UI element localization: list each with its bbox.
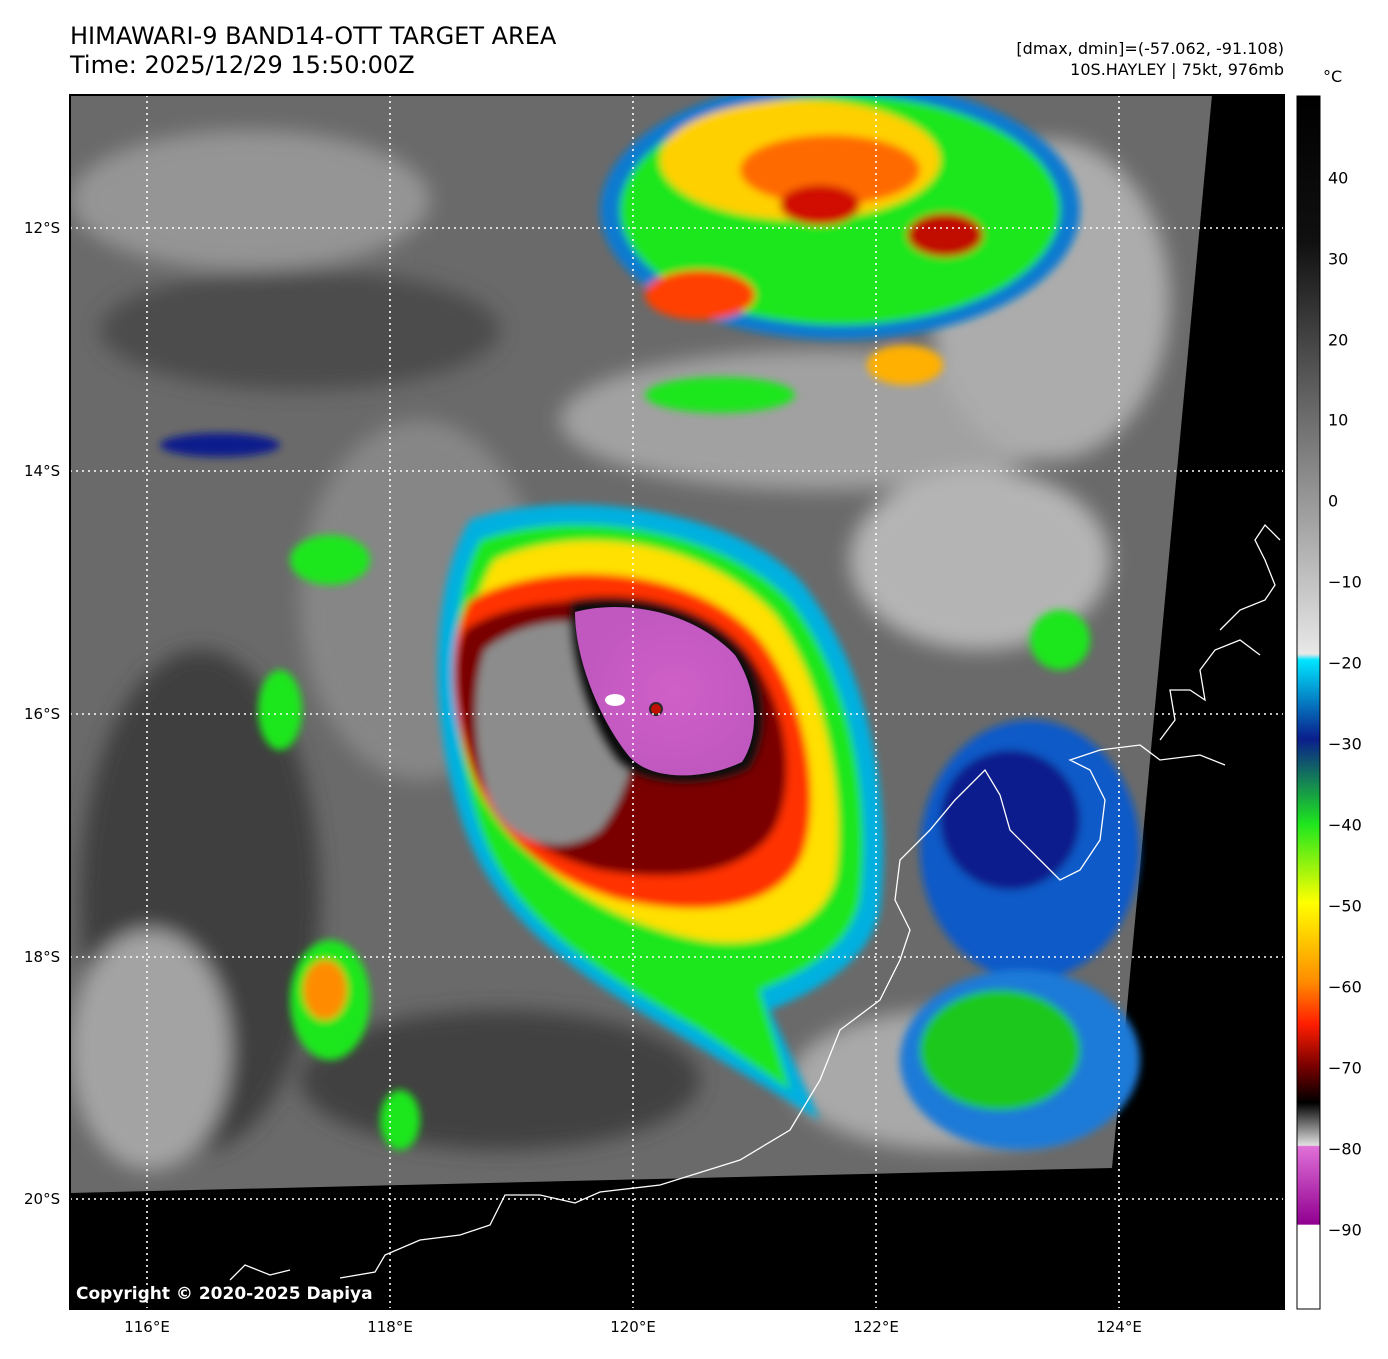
colorbar-tick: −20 [1328, 653, 1362, 673]
lat-tick-14s: 14°S [24, 462, 61, 480]
cyclone-eye [649, 702, 663, 716]
colorbar-tick: −40 [1328, 815, 1362, 835]
lat-tick-16s: 16°S [24, 705, 61, 723]
colorbar-tick: −30 [1328, 734, 1362, 754]
colorbar-tick: 30 [1328, 249, 1349, 269]
colorbar-gradient [1296, 95, 1321, 1310]
storm-label: 10S.HAYLEY | 75kt, 976mb [1070, 60, 1284, 79]
title-product: HIMAWARI-9 BAND14-OTT TARGET AREA [70, 22, 557, 50]
eyewall-coldest-tops [575, 607, 755, 776]
lon-tick-122: 122°E [853, 1318, 899, 1336]
colorbar-tick: 0 [1328, 491, 1339, 511]
lon-tick-118: 118°E [367, 1318, 413, 1336]
copyright-label: Copyright © 2020-2025 Dapiya [76, 1284, 373, 1304]
lat-tick-20s: 20°S [24, 1190, 61, 1208]
colorbar [1296, 95, 1321, 1310]
colorbar-unit: °C [1323, 67, 1343, 86]
chart-title: HIMAWARI-9 BAND14-OTT TARGET AREA Time: … [70, 22, 556, 80]
western-rainbands [160, 433, 420, 1150]
northern-convection [600, 95, 1080, 413]
lon-tick-116: 116°E [124, 1318, 170, 1336]
storm-info-block: [dmax, dmin]=(-57.062, -91.108) 10S.HAYL… [1016, 38, 1284, 80]
gridlines [70, 95, 1284, 1309]
lat-tick-18s: 18°S [24, 948, 61, 966]
colorbar-tick: −70 [1328, 1058, 1362, 1078]
lon-tick-120: 120°E [610, 1318, 656, 1336]
colorbar-tick: −80 [1328, 1139, 1362, 1159]
cold-spot [605, 694, 625, 706]
colorbar-tick: −50 [1328, 896, 1362, 916]
lat-tick-12s: 12°S [24, 219, 61, 237]
lon-tick-124: 124°E [1096, 1318, 1142, 1336]
colorbar-tick: −90 [1328, 1220, 1362, 1240]
colorbar-tick: 40 [1328, 168, 1349, 188]
dmax-dmin-label: [dmax, dmin]=(-57.062, -91.108) [1016, 39, 1284, 58]
colorbar-tick: 20 [1328, 330, 1349, 350]
colorbar-tick: 10 [1328, 410, 1349, 430]
colorbar-tick: −10 [1328, 572, 1362, 592]
eastern-convection [900, 610, 1140, 1150]
coastline [229, 523, 1281, 1281]
map-frame [69, 94, 1285, 1310]
colorbar-tick: −60 [1328, 977, 1362, 997]
title-time: Time: 2025/12/29 15:50:00Z [70, 51, 415, 79]
